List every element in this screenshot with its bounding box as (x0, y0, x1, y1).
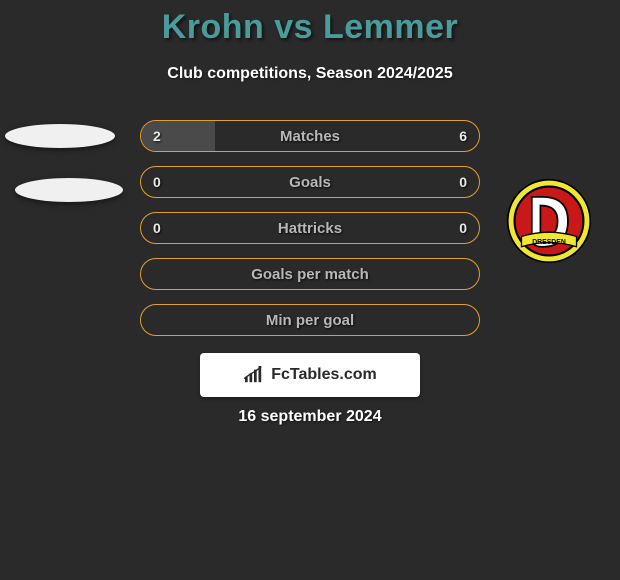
attribution-text: FcTables.com (271, 366, 377, 384)
page-title: Krohn vs Lemmer (0, 0, 620, 47)
stat-value-right: 6 (459, 121, 467, 151)
attribution-badge[interactable]: FcTables.com (200, 353, 420, 397)
player-right-club-badge: DRESDEN (506, 178, 592, 264)
stat-row-hattricks: 0 Hattricks 0 (140, 212, 480, 244)
player-left-avatar (5, 124, 115, 148)
stat-row-goals-per-match: Goals per match (140, 258, 480, 290)
stat-value-right: 0 (459, 213, 467, 243)
stat-label: Matches (141, 121, 479, 151)
subtitle: Club competitions, Season 2024/2025 (0, 65, 620, 83)
badge-banner-text: DRESDEN (532, 239, 566, 246)
stat-row-goals: 0 Goals 0 (140, 166, 480, 198)
bar-chart-icon (243, 366, 265, 384)
date-text: 16 september 2024 (0, 408, 620, 426)
stat-label: Goals (141, 167, 479, 197)
stat-value-right: 0 (459, 167, 467, 197)
stat-label: Min per goal (141, 305, 479, 335)
stat-row-min-per-goal: Min per goal (140, 304, 480, 336)
stat-label: Hattricks (141, 213, 479, 243)
player-left-club-avatar (15, 178, 123, 202)
stats-container: 2 Matches 6 0 Goals 0 0 Hattricks 0 Goal… (140, 120, 480, 350)
stat-label: Goals per match (141, 259, 479, 289)
stat-row-matches: 2 Matches 6 (140, 120, 480, 152)
